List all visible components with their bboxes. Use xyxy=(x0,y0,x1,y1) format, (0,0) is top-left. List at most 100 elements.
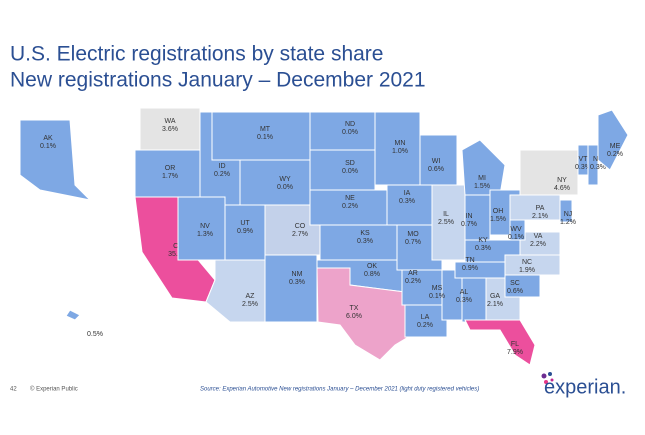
state-share: 0.3% xyxy=(590,164,606,171)
title-line: New registrations January – December 202… xyxy=(10,69,426,92)
state-share: 0.1% xyxy=(257,134,273,141)
state-abbr: TX xyxy=(350,305,359,312)
state-abbr: GA xyxy=(490,293,500,300)
state-share: 0.8% xyxy=(364,271,380,278)
state-share: 0.9% xyxy=(462,265,478,272)
state-abbr: MO xyxy=(407,231,419,238)
state xyxy=(19,119,92,201)
state xyxy=(205,259,266,323)
state-share: 1.7% xyxy=(162,173,178,180)
state-abbr: WV xyxy=(510,226,522,233)
state-share: 7.9% xyxy=(507,349,523,356)
state-abbr: NV xyxy=(200,223,210,230)
state-share: 0.6% xyxy=(507,288,523,295)
state-share: 2.1% xyxy=(487,301,503,308)
state-abbr: ND xyxy=(345,121,355,128)
state xyxy=(519,149,579,196)
state-abbr: PA xyxy=(536,205,545,212)
state-abbr: IA xyxy=(404,190,411,197)
state-share: 0.3% xyxy=(399,198,415,205)
state-share: 1.3% xyxy=(197,231,213,238)
state-abbr: ME xyxy=(610,143,621,150)
state xyxy=(464,319,536,366)
state-share: 1.0% xyxy=(392,148,408,155)
state-share: 6.0% xyxy=(346,313,362,320)
state-abbr: OR xyxy=(165,165,176,172)
state-abbr: VT xyxy=(579,156,589,163)
state-abbr: CO xyxy=(295,223,306,230)
source-note: Source: Experian Automotive New registra… xyxy=(200,387,479,393)
state-share: 0.1% xyxy=(508,234,524,241)
state-abbr: AL xyxy=(460,289,469,296)
state-share: 0.0% xyxy=(342,129,358,136)
state-share: 0.0% xyxy=(342,168,358,175)
state-abbr: MN xyxy=(395,140,406,147)
state-share: 4.6% xyxy=(554,185,570,192)
logo-dots xyxy=(541,372,554,384)
state-share: 0.3% xyxy=(456,297,472,304)
state-abbr: IN xyxy=(466,213,473,220)
state-share: 2.2% xyxy=(530,241,546,248)
copyright: © Experian Public xyxy=(30,386,78,393)
state-share: 0.1% xyxy=(40,143,56,150)
state-share: 0.3% xyxy=(289,279,305,286)
state-abbr: KS xyxy=(360,230,370,237)
state-share: 1.9% xyxy=(519,267,535,274)
state-abbr: OH xyxy=(493,208,504,215)
state-abbr: MT xyxy=(260,126,271,133)
state-abbr: AR xyxy=(408,270,418,277)
state-abbr: UT xyxy=(240,220,250,227)
state-abbr: IL xyxy=(443,211,449,218)
state-share: 3.6% xyxy=(162,126,178,133)
state xyxy=(239,159,311,206)
state-abbr: TN xyxy=(465,257,474,264)
state-share: 2.5% xyxy=(438,219,454,226)
state xyxy=(461,139,506,196)
state-share: 0.3% xyxy=(475,245,491,252)
state-abbr: MI xyxy=(478,175,486,182)
state-share: 0.7% xyxy=(461,221,477,228)
state-abbr: WI xyxy=(432,158,441,165)
state-share: 0.2% xyxy=(417,322,433,329)
state-abbr: AZ xyxy=(246,293,256,300)
state-share: 0.3% xyxy=(357,238,373,245)
logo: experian. xyxy=(544,376,626,398)
state-abbr: NM xyxy=(292,271,303,278)
state xyxy=(404,304,448,338)
state xyxy=(559,199,573,223)
state-share: 0.6% xyxy=(428,166,444,173)
state-abbr: NC xyxy=(522,259,532,266)
state-abbr: LA xyxy=(421,314,430,321)
state-share: 0.2% xyxy=(342,203,358,210)
state xyxy=(264,254,318,323)
state-share: 1.5% xyxy=(490,216,506,223)
state-abbr: OK xyxy=(367,263,377,270)
state-share: 0.2% xyxy=(214,171,230,178)
state-abbr: SD xyxy=(345,160,355,167)
state-abbr: MS xyxy=(432,285,443,292)
state xyxy=(587,144,599,186)
state-abbr: KY xyxy=(478,237,488,244)
state-abbr: ID xyxy=(219,163,226,170)
state-abbr: NE xyxy=(345,195,355,202)
state xyxy=(597,109,629,171)
state-abbr: NY xyxy=(557,177,567,184)
state-abbr: AK xyxy=(43,135,53,142)
state-share: 0.0% xyxy=(277,184,293,191)
state-share: 0.9% xyxy=(237,228,253,235)
state-abbr: NJ xyxy=(564,211,573,218)
page-number: 42 xyxy=(10,387,17,393)
state-share: 0.3% xyxy=(575,164,591,171)
state xyxy=(65,309,81,321)
state-abbr: FL xyxy=(511,341,519,348)
state-abbr: WA xyxy=(164,118,175,125)
state-share: 2.5% xyxy=(242,301,258,308)
state xyxy=(519,231,561,256)
state-share: 1.5% xyxy=(474,183,490,190)
state-share: 0.7% xyxy=(405,239,421,246)
state-share: 1.2% xyxy=(560,219,576,226)
title-line: U.S. Electric registrations by state sha… xyxy=(10,43,383,66)
state-share: 0.1% xyxy=(429,293,445,300)
state-share: 0.2% xyxy=(405,278,421,285)
